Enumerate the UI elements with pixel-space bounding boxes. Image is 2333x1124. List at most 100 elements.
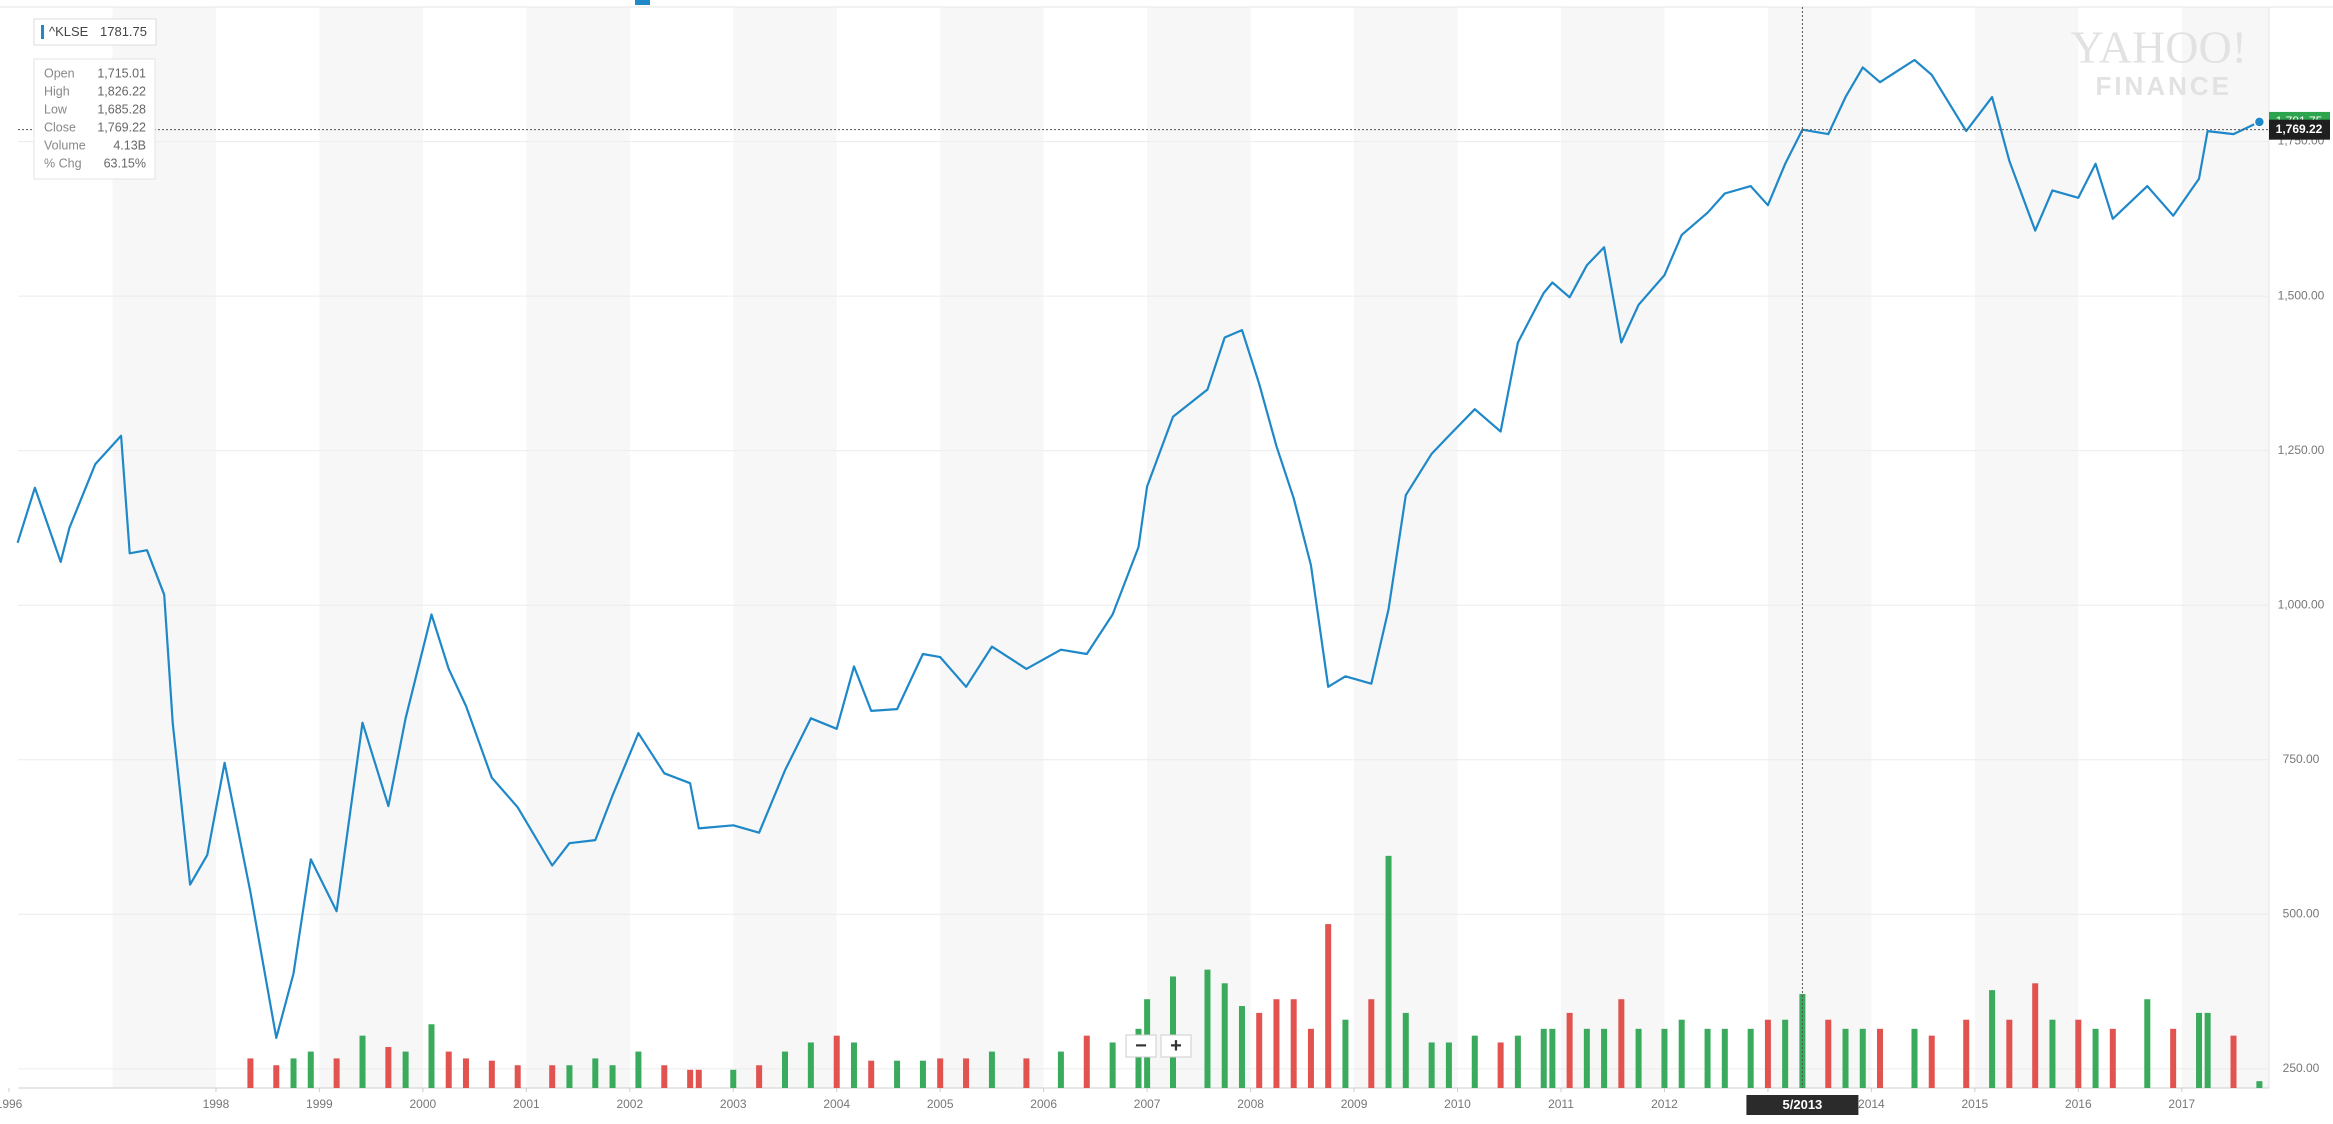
volume-bar bbox=[1583, 1028, 1590, 1088]
volume-bar bbox=[833, 1035, 840, 1088]
volume-bar bbox=[1238, 1006, 1245, 1088]
volume-bar bbox=[1721, 1028, 1728, 1088]
volume-bar bbox=[868, 1060, 875, 1088]
zoom-in-box[interactable] bbox=[1160, 1034, 1192, 1058]
volume-bar bbox=[2144, 999, 2151, 1088]
volume-bar bbox=[1747, 1028, 1754, 1088]
year-band bbox=[526, 7, 630, 1088]
info-value: 1,715.01 bbox=[97, 66, 146, 80]
symbol-price: 1781.75 bbox=[100, 24, 147, 39]
volume-bar bbox=[1704, 1028, 1711, 1088]
watermark-logo: YAHOO! bbox=[2071, 22, 2247, 73]
volume-bar bbox=[1661, 1028, 1668, 1088]
zoom-in-icon[interactable]: + bbox=[1170, 1035, 1182, 1057]
volume-bar bbox=[2256, 1081, 2263, 1088]
x-tick-label: 2007 bbox=[1134, 1097, 1161, 1111]
volume-bar bbox=[1963, 1019, 1970, 1088]
x-tick-label: 1999 bbox=[306, 1097, 333, 1111]
volume-bar bbox=[807, 1042, 814, 1088]
year-band bbox=[319, 7, 423, 1088]
volume-bar bbox=[1678, 1019, 1685, 1088]
volume-bar bbox=[730, 1069, 737, 1088]
y-tick-label: 1,250.00 bbox=[2278, 443, 2325, 457]
volume-bar bbox=[2230, 1035, 2237, 1088]
crosshair-y-label: 1,769.22 bbox=[2276, 122, 2323, 136]
info-label: Open bbox=[44, 66, 75, 80]
volume-bar bbox=[919, 1060, 926, 1088]
year-band bbox=[1560, 7, 1665, 1088]
x-tick-label: 2010 bbox=[1444, 1097, 1471, 1111]
year-band bbox=[733, 7, 837, 1088]
crosshair-y-tag bbox=[2269, 119, 2330, 140]
volume-bar bbox=[1109, 1042, 1116, 1088]
volume-bar bbox=[1471, 1035, 1478, 1088]
x-tick-label: 2000 bbox=[410, 1097, 437, 1111]
volume-bar bbox=[1428, 1042, 1435, 1088]
volume-bar bbox=[1135, 1028, 1142, 1088]
volume-bar bbox=[1764, 1019, 1771, 1088]
zoom-out-icon[interactable]: − bbox=[1135, 1035, 1147, 1057]
volume-bar bbox=[1566, 1012, 1573, 1088]
volume-bar bbox=[592, 1058, 599, 1088]
volume-bar bbox=[1023, 1058, 1030, 1088]
info-value: 4.13B bbox=[113, 138, 146, 152]
volume-bar bbox=[1204, 969, 1211, 1088]
x-tick-label: 1996 bbox=[0, 1097, 23, 1111]
volume-bar bbox=[1989, 990, 1996, 1088]
last-point bbox=[2253, 116, 2266, 128]
symbol-box bbox=[33, 18, 157, 46]
volume-bar bbox=[1911, 1028, 1918, 1088]
year-band bbox=[1147, 7, 1251, 1088]
volume-bar bbox=[1825, 1019, 1832, 1088]
volume-bar bbox=[488, 1060, 495, 1088]
volume-bar bbox=[963, 1058, 970, 1088]
volume-bar bbox=[1325, 924, 1332, 1088]
top-tab bbox=[635, 0, 650, 5]
info-value: 63.15% bbox=[104, 156, 146, 170]
volume-bar bbox=[1635, 1028, 1642, 1088]
volume-bar bbox=[2170, 1028, 2177, 1088]
x-tick-label: 2008 bbox=[1237, 1097, 1264, 1111]
volume-bar bbox=[1368, 999, 1375, 1088]
volume-bar bbox=[937, 1058, 944, 1088]
volume-bar bbox=[687, 1069, 694, 1088]
volume-bar bbox=[1256, 1012, 1263, 1088]
price-line bbox=[16, 58, 2260, 1039]
volume-bar bbox=[402, 1051, 409, 1088]
x-tick-label: 2014 bbox=[1858, 1097, 1885, 1111]
volume-bar bbox=[1514, 1035, 1521, 1088]
info-value: 1,769.22 bbox=[97, 120, 146, 134]
info-value: 1,685.28 bbox=[97, 102, 146, 116]
volume-bar bbox=[1342, 1019, 1349, 1088]
volume-bar bbox=[273, 1065, 280, 1088]
volume-bar bbox=[2049, 1019, 2056, 1088]
volume-bar bbox=[1169, 976, 1176, 1088]
crosshair-x-label: 5/2013 bbox=[1783, 1097, 1823, 1112]
volume-bar bbox=[781, 1051, 788, 1088]
volume-bar bbox=[1083, 1035, 1090, 1088]
crosshair-x-box bbox=[1746, 1095, 1859, 1115]
year-band bbox=[1767, 7, 1872, 1088]
x-tick-label: 2012 bbox=[1651, 1097, 1678, 1111]
zoom-out-button[interactable]: − bbox=[1125, 1034, 1157, 1058]
zoom-in-button[interactable]: + bbox=[1160, 1034, 1192, 1058]
x-tick-label: 2006 bbox=[1030, 1097, 1057, 1111]
y-tick-label: 500.00 bbox=[2283, 906, 2320, 920]
x-tick-label: 2002 bbox=[616, 1097, 643, 1111]
info-label: Volume bbox=[44, 138, 86, 152]
x-tick-label: 2005 bbox=[927, 1097, 954, 1111]
volume-bar bbox=[609, 1065, 616, 1088]
volume-bar bbox=[428, 1024, 435, 1088]
zoom-out-box[interactable] bbox=[1125, 1034, 1157, 1058]
x-tick-label: 2009 bbox=[1341, 1097, 1368, 1111]
symbol-name: ^KLSE bbox=[49, 24, 89, 39]
watermark-sub: FINANCE bbox=[2095, 71, 2232, 101]
symbol-swatch bbox=[41, 25, 44, 39]
year-band bbox=[2181, 7, 2269, 1088]
x-tick-label: 2003 bbox=[720, 1097, 747, 1111]
volume-bar bbox=[1402, 1012, 1409, 1088]
year-band bbox=[940, 7, 1044, 1088]
volume-bar bbox=[850, 1042, 857, 1088]
volume-bar bbox=[661, 1065, 668, 1088]
